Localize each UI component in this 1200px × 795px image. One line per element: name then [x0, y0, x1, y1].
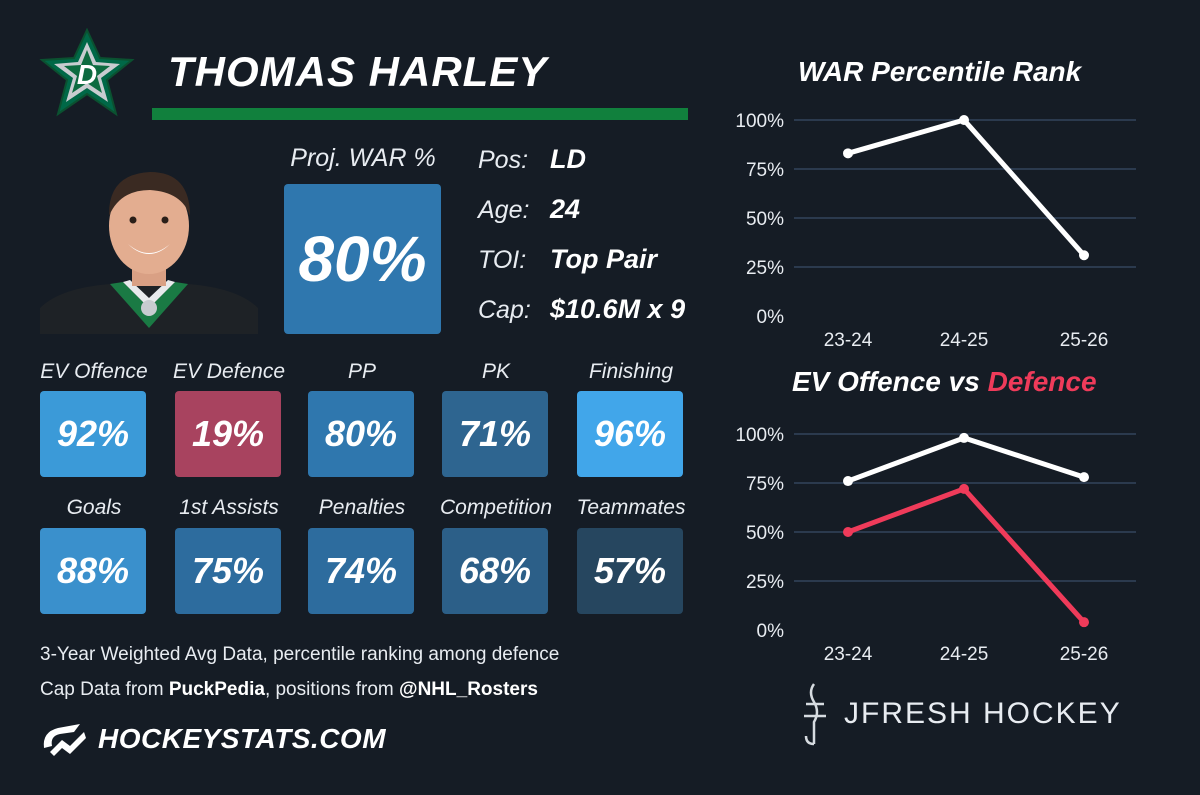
metric-label-competition: Competition — [439, 496, 553, 519]
metric-value-pk: 71% — [442, 391, 548, 477]
chart-ev-title-offence: EV Offence vs — [792, 366, 988, 397]
chart-ev-title: EV Offence vs Defence — [792, 366, 1097, 398]
metric-value-pp: 80% — [308, 391, 414, 477]
metric-label-pk: PK — [481, 360, 510, 383]
metric-label-penalties: Penalties — [318, 496, 406, 519]
metric-label-ev-defence: EV Defence — [172, 360, 286, 383]
data-point — [959, 432, 969, 443]
footnote-methodology: 3-Year Weighted Avg Data, percentile ran… — [40, 644, 560, 665]
proj-war-value: 80% — [284, 184, 441, 334]
footnote-sources: Cap Data from PuckPedia, positions from … — [40, 679, 538, 701]
metric-label-teammates: Teammates — [576, 496, 686, 519]
y-tick-label: 50% — [746, 523, 784, 544]
y-tick-label: 75% — [746, 160, 784, 181]
age-value: 24 — [550, 194, 581, 224]
jfresh-logo[interactable]: JFRESH HOCKEY — [800, 682, 1122, 746]
metric-value-1st-assists: 75% — [175, 528, 281, 614]
toi-label: TOI: — [478, 246, 527, 274]
nhl-rosters-link[interactable]: @NHL_Rosters — [399, 679, 538, 700]
proj-war-label: Proj. WAR % — [290, 144, 436, 172]
metric-label-1st-assists: 1st Assists — [179, 496, 279, 519]
data-point — [843, 527, 853, 537]
metric-value-penalties: 74% — [308, 528, 414, 614]
y-tick-label: 100% — [735, 111, 784, 132]
pos-label: Pos: — [478, 146, 529, 174]
data-point — [843, 476, 853, 487]
svg-text:D: D — [77, 59, 97, 90]
pos-value: LD — [550, 144, 586, 174]
y-tick-label: 50% — [746, 209, 784, 230]
player-name: THOMAS HARLEY — [168, 48, 548, 95]
y-tick-label: 75% — [746, 474, 784, 495]
y-tick-label: 0% — [757, 307, 785, 328]
data-point — [1079, 472, 1089, 483]
footnote-sources-prefix: Cap Data from — [40, 679, 169, 700]
hockeystats-logo[interactable]: HOCKEYSTATS.COM — [40, 722, 386, 756]
data-point — [959, 483, 969, 494]
war-percentile-chart: 0% 25% 50% 75% 100% 23-24 24-25 25-26 — [735, 111, 1136, 351]
metric-value-ev-offence: 92% — [40, 391, 146, 477]
age-label: Age: — [478, 196, 530, 224]
metric-value-goals: 88% — [40, 528, 146, 614]
metric-label-goals: Goals — [66, 496, 122, 519]
series-line-0 — [845, 117, 1087, 258]
series-line-0 — [845, 435, 1087, 484]
x-tick-label: 24-25 — [940, 330, 989, 351]
metric-label-finishing: Finishing — [588, 360, 674, 383]
data-point — [843, 148, 853, 159]
x-tick-label: 25-26 — [1060, 330, 1109, 351]
puckpedia-link[interactable]: PuckPedia — [168, 679, 265, 700]
metric-label-ev-offence: EV Offence — [40, 360, 148, 383]
series-line-1 — [845, 486, 1087, 625]
chart-ev-title-defence: Defence — [987, 366, 1097, 397]
player-photo — [40, 158, 258, 334]
hockeystats-text: HOCKEYSTATS.COM — [98, 723, 387, 754]
toi-value: Top Pair — [550, 244, 658, 274]
y-tick-label: 100% — [735, 425, 784, 446]
footnote-sources-mid: , positions from — [264, 679, 400, 700]
x-tick-label: 23-24 — [824, 330, 873, 351]
metric-value-finishing: 96% — [577, 391, 683, 477]
name-underline — [152, 108, 688, 120]
y-tick-label: 25% — [746, 572, 784, 593]
metric-label-pp: PP — [347, 360, 376, 383]
hockeystats-icon — [43, 724, 86, 756]
metric-value-ev-defence: 19% — [175, 391, 281, 477]
cap-value: $10.6M x 9 — [550, 294, 686, 324]
data-point — [959, 115, 969, 125]
data-point — [1079, 617, 1089, 628]
ev-offence-defence-chart: 0% 25% 50% 75% 100% 23-24 24-25 25-26 — [735, 425, 1136, 665]
cap-label: Cap: — [478, 296, 531, 324]
metric-value-teammates: 57% — [577, 528, 683, 614]
x-tick-label: 23-24 — [824, 644, 873, 665]
jfresh-text: JFRESH HOCKEY — [844, 697, 1122, 730]
x-tick-label: 24-25 — [940, 644, 989, 665]
chart-war-title: WAR Percentile Rank — [798, 56, 1082, 87]
y-tick-label: 25% — [746, 258, 784, 279]
jfresh-icon — [804, 683, 826, 746]
data-point — [1079, 250, 1089, 261]
x-tick-label: 25-26 — [1060, 644, 1109, 665]
team-logo-icon: D — [32, 27, 150, 120]
y-tick-label: 0% — [757, 621, 785, 642]
metric-value-competition: 68% — [442, 528, 548, 614]
